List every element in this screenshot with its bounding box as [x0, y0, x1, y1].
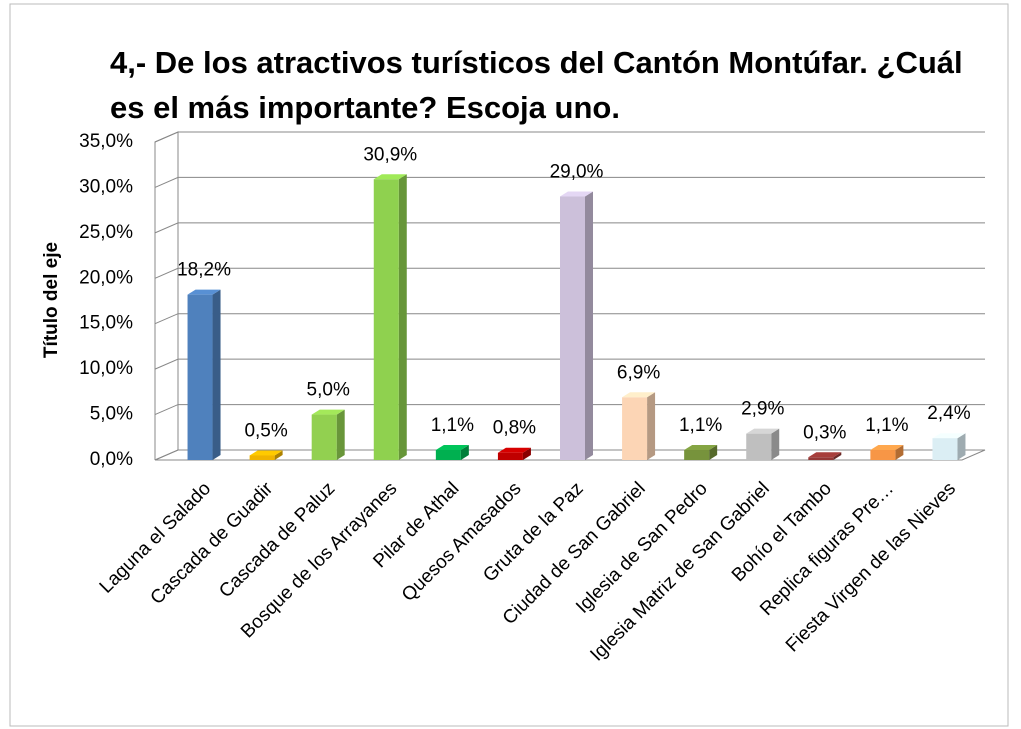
bar-top [622, 392, 656, 398]
bar [560, 196, 585, 460]
bar [932, 438, 958, 460]
data-label: 0,3% [803, 422, 846, 443]
bar-side [212, 289, 221, 460]
y-tick-label: 0,0% [90, 449, 133, 470]
data-label: 1,1% [431, 415, 474, 436]
x-tick-label: Quesos Amasados [398, 478, 526, 606]
bar-side [398, 174, 407, 460]
bar [870, 450, 896, 460]
chart-border [9, 3, 1009, 727]
y-tick-label: 35,0% [79, 131, 133, 152]
y-tick-label: 5,0% [90, 404, 133, 425]
data-label: 0,8% [493, 418, 536, 439]
bar-top [746, 428, 780, 434]
bar [373, 179, 399, 460]
bar-top [311, 409, 345, 415]
bar-side [771, 428, 780, 460]
data-label: 0,5% [244, 420, 287, 441]
bar [187, 294, 213, 460]
y-tick-label: 10,0% [79, 358, 133, 379]
bar [622, 397, 648, 460]
bar [311, 414, 337, 460]
bar-top [373, 174, 407, 180]
bar [435, 450, 461, 460]
data-label: 1,1% [865, 415, 908, 436]
bar-side [957, 433, 966, 460]
data-label: 2,4% [927, 403, 970, 424]
data-label: 29,0% [550, 162, 604, 183]
y-axis-title: Título del eje [41, 242, 62, 358]
x-tick-label: Cascada de Paluz [215, 478, 339, 602]
bar [808, 457, 834, 460]
grid-line [154, 358, 985, 370]
y-tick-label: 20,0% [79, 267, 133, 288]
grid-line [154, 131, 985, 143]
data-label: 1,1% [679, 415, 722, 436]
bar-top [560, 191, 593, 197]
bar-side [585, 191, 593, 460]
bar [684, 450, 710, 460]
bar [249, 455, 275, 460]
bar-side [709, 445, 718, 460]
bar-side [833, 452, 842, 460]
bar-top [932, 433, 966, 439]
bar-side [522, 447, 531, 460]
data-label: 5,0% [307, 380, 350, 401]
grid-line [154, 222, 985, 234]
bar-top [249, 450, 283, 456]
bar-side [895, 445, 904, 460]
data-label: 2,9% [741, 399, 784, 420]
grid-line [154, 313, 985, 325]
data-label: 30,9% [363, 144, 417, 165]
bar-side [274, 450, 283, 460]
bar-top [870, 445, 904, 451]
left-wall [154, 131, 179, 460]
y-tick-label: 15,0% [79, 313, 133, 334]
bar-top [497, 447, 531, 453]
bar-top [684, 445, 718, 451]
bar-side [336, 409, 345, 460]
bar [746, 433, 772, 460]
data-label: 6,9% [617, 362, 660, 383]
bar-top [808, 452, 842, 458]
x-tick-label: Laguna el Salado [96, 478, 215, 597]
grid-line [154, 176, 985, 188]
bar-side [460, 445, 469, 460]
grid-line [154, 267, 985, 279]
bar-side [647, 392, 656, 460]
y-tick-label: 30,0% [79, 176, 133, 197]
chart-title: 4,- De los atractivos turísticos del Can… [110, 45, 963, 125]
grid-line [154, 404, 985, 416]
data-label: 18,2% [177, 260, 231, 281]
bar-top [187, 289, 221, 295]
bar [497, 452, 523, 460]
y-tick-label: 25,0% [79, 222, 133, 243]
bar-top [435, 445, 469, 451]
